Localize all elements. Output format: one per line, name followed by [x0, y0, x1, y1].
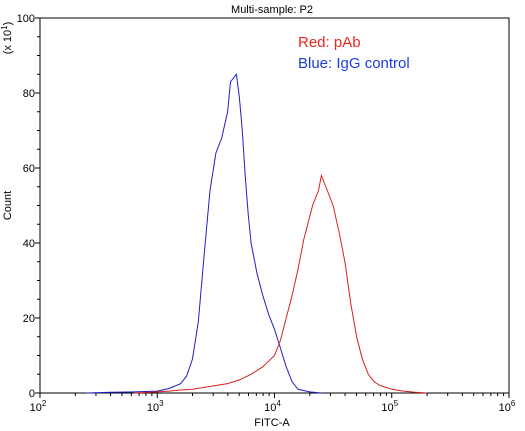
plot-frame [39, 17, 510, 394]
x-tick-label: 103 [147, 399, 164, 414]
y-tick-label: 80 [23, 88, 35, 100]
axis-ticks: 102 103 104 105 106 0 20 40 60 80 100 [17, 13, 516, 414]
x-axis-title: FITC-A [254, 417, 290, 429]
plot-area [39, 17, 510, 394]
series-line-pab [133, 173, 427, 394]
legend-item-red: Red: pAb [298, 34, 361, 51]
x-tick-label: 106 [499, 399, 516, 414]
y-scale-close: ) [2, 22, 14, 26]
series-layer [86, 73, 427, 394]
y-scale-note: (x 101) [0, 22, 14, 55]
y-tick-label: 100 [17, 13, 35, 25]
y-axis-title: Count [2, 191, 14, 220]
y-tick-label: 40 [23, 238, 35, 250]
series-line-igg-control [86, 73, 322, 394]
chart-title: Multi-sample: P2 [231, 4, 313, 16]
x-tick-label: 105 [381, 399, 398, 414]
y-tick-label: 60 [23, 163, 35, 175]
y-scale-exp: 1 [0, 25, 9, 30]
y-tick-label: 20 [23, 313, 35, 325]
x-tick-label: 104 [264, 399, 281, 414]
y-tick-label: 0 [29, 388, 35, 400]
legend-item-blue: Blue: IgG control [298, 55, 410, 72]
x-tick-label: 102 [30, 399, 47, 414]
y-scale-note-text: (x 10 [2, 30, 14, 54]
